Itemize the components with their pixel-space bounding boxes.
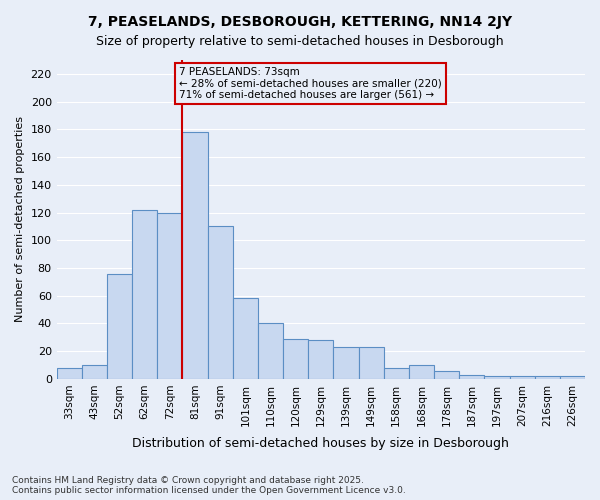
Bar [56,368,82,379]
Bar [434,370,459,379]
Bar [208,226,233,379]
Bar [132,210,157,379]
Bar [560,376,585,379]
Text: Size of property relative to semi-detached houses in Desborough: Size of property relative to semi-detach… [96,35,504,48]
Text: 7, PEASELANDS, DESBOROUGH, KETTERING, NN14 2JY: 7, PEASELANDS, DESBOROUGH, KETTERING, NN… [88,15,512,29]
Bar [409,365,434,379]
Text: 7 PEASELANDS: 73sqm
← 28% of semi-detached houses are smaller (220)
71% of semi-: 7 PEASELANDS: 73sqm ← 28% of semi-detach… [179,67,442,100]
Bar [484,376,509,379]
Bar [459,374,484,379]
Bar [535,376,560,379]
X-axis label: Distribution of semi-detached houses by size in Desborough: Distribution of semi-detached houses by … [133,437,509,450]
Bar [107,274,132,379]
Bar [384,368,409,379]
Bar [157,212,182,379]
Bar [359,347,384,379]
Bar [182,132,208,379]
Bar [308,340,334,379]
Y-axis label: Number of semi-detached properties: Number of semi-detached properties [15,116,25,322]
Bar [258,324,283,379]
Bar [233,298,258,379]
Bar [509,376,535,379]
Bar [283,338,308,379]
Bar [334,347,359,379]
Text: Contains HM Land Registry data © Crown copyright and database right 2025.
Contai: Contains HM Land Registry data © Crown c… [12,476,406,495]
Bar [82,365,107,379]
